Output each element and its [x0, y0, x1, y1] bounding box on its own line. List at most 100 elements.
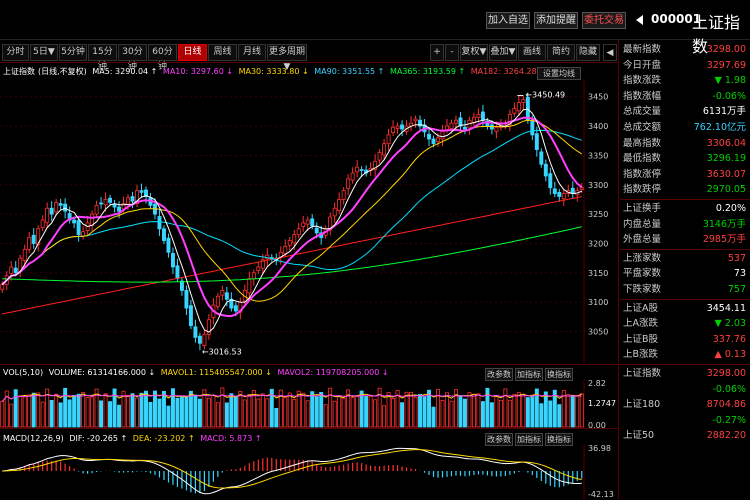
macd-tick-label: 36.98 — [588, 445, 611, 453]
quote-value: 6131万手 — [702, 106, 746, 118]
candle-body — [530, 120, 535, 136]
vol-tick-label: 2.82 — [588, 379, 606, 388]
candle-body — [292, 234, 297, 244]
volume-bar — [328, 387, 333, 428]
price-tick-label: 3100 — [588, 298, 608, 307]
quote-label: 下跌家数 — [623, 284, 662, 295]
add-alert-button[interactable]: 添加提醒 — [534, 12, 578, 29]
quote-row: -0.06% — [620, 382, 750, 398]
price-chart-legend: 上证指数 (日线,不复权) MA5: 3290.04 ↑ MA10: 3297.6… — [3, 66, 549, 77]
legend-mode: (日线,不复权) — [38, 67, 87, 76]
volume-bar — [229, 393, 234, 428]
price-candlestick-chart[interactable]: 3450 3400 3350 3300 3250 3200 3150 3100 3050 ←345… — [0, 79, 618, 365]
candle-body — [36, 228, 41, 246]
dea-line — [2, 449, 582, 489]
volume-bar — [188, 390, 193, 428]
volume-bar — [359, 390, 364, 428]
candle-body — [144, 189, 148, 197]
overlay-button[interactable]: 叠加▼ — [489, 44, 517, 61]
volume-bar — [184, 395, 189, 428]
volume-bar — [561, 390, 566, 428]
mavol2-line — [1, 394, 582, 402]
volume-bar — [94, 388, 99, 428]
period-tab-intraday[interactable]: 分时 — [2, 44, 29, 61]
volume-bar — [265, 398, 270, 428]
price-tick-label: 3350 — [588, 151, 608, 160]
candle-body — [233, 305, 238, 312]
add-watchlist-button[interactable]: 加入自选 — [486, 12, 530, 29]
trade-order-button[interactable]: 委托交易 — [582, 12, 626, 29]
quote-value: 3146万手 — [702, 218, 746, 230]
candle-body — [431, 138, 436, 145]
volume-bar-chart[interactable]: 2.82 1.2747 0.00 — [0, 379, 618, 429]
volume-bar — [72, 394, 77, 428]
candle-body — [247, 278, 252, 294]
period-tab-5day[interactable]: 5日▼ — [30, 44, 58, 61]
volume-bar — [135, 397, 139, 428]
macd-edit-params-button[interactable]: 改参数 — [485, 433, 513, 446]
volume-bar — [283, 397, 288, 428]
vol-edit-params-button[interactable]: 改参数 — [485, 368, 513, 381]
candle-body — [476, 113, 481, 118]
quote-value: -0.27% — [712, 414, 746, 426]
candle-body — [355, 166, 360, 173]
volume-bar — [521, 394, 526, 428]
vol-legend-mavol1: MAVOL1: 115405547.000 ↓ — [160, 368, 272, 377]
volume-bar — [377, 387, 382, 428]
period-tab-15min[interactable]: 15分钟 — [88, 44, 117, 72]
volume-bar — [557, 404, 562, 428]
ma-settings-button[interactable]: 设置均线 — [537, 67, 581, 80]
volume-bar — [355, 396, 360, 428]
price-tick-label: 3400 — [588, 122, 608, 131]
volume-bar — [319, 391, 324, 428]
volume-bar — [108, 401, 113, 428]
macd-legend-macd: MACD: 5.873 ↑ — [200, 434, 262, 443]
quote-value: ▲ 0.13 — [714, 349, 746, 361]
volume-bar — [503, 388, 508, 428]
period-tab-30min[interactable]: 30分钟 — [118, 44, 147, 72]
adjust-button[interactable]: 复权▼ — [460, 44, 488, 61]
candle-body — [45, 207, 50, 223]
period-tab-60min[interactable]: 60分钟 — [148, 44, 177, 72]
draw-line-button[interactable]: 画线 — [518, 44, 546, 61]
candle-body — [175, 265, 180, 280]
volume-bar — [161, 391, 166, 428]
candle-body — [359, 169, 364, 171]
period-tab-more[interactable]: 更多周期▼ — [267, 44, 307, 72]
zoom-out-button[interactable]: - — [445, 44, 459, 61]
zoom-in-button[interactable]: + — [430, 44, 444, 61]
panel-separator — [620, 364, 750, 365]
volume-bar — [530, 396, 535, 428]
candle-body — [427, 133, 431, 140]
legend-ma365: MA365: 3193.59 ↑ — [389, 67, 466, 76]
quote-value: 3306.04 — [706, 137, 746, 149]
period-tab-weekly[interactable]: 周线 — [208, 44, 237, 61]
period-tab-daily[interactable]: 日线 — [178, 44, 207, 61]
vol-change-indicator-button[interactable]: 换指标 — [545, 368, 573, 381]
candle-body — [126, 197, 131, 206]
vol-add-indicator-button[interactable]: 加指标 — [515, 368, 543, 381]
volume-bar — [471, 394, 476, 428]
volume-bar — [157, 398, 162, 428]
candle-body — [579, 187, 584, 190]
volume-bar — [436, 389, 440, 428]
volume-bar — [427, 389, 431, 428]
macd-legend-dea: DEA: -23.202 ↑ — [132, 434, 195, 443]
candle-body — [400, 124, 405, 130]
period-tab-monthly[interactable]: 月线 — [238, 44, 266, 61]
macd-chart[interactable]: 36.98 -42.13 — [0, 445, 618, 500]
quote-label: 上证指数 — [623, 368, 662, 379]
quote-row: 上证换手 0.20% — [620, 201, 750, 217]
quote-row: -0.27% — [620, 413, 750, 429]
volume-bar — [539, 403, 544, 428]
volume-bar — [260, 393, 265, 428]
candle-body — [296, 228, 301, 236]
macd-change-indicator-button[interactable]: 换指标 — [545, 433, 573, 446]
period-tab-5min[interactable]: 5分钟 — [59, 44, 87, 61]
macd-add-indicator-button[interactable]: 加指标 — [515, 433, 543, 446]
hide-button[interactable]: 隐藏 — [576, 44, 600, 61]
volume-bar — [0, 401, 5, 428]
panel-expand-arrow-icon[interactable]: ◀ — [603, 44, 617, 61]
simple-mode-button[interactable]: 简约 — [547, 44, 575, 61]
volume-bar — [453, 389, 458, 428]
